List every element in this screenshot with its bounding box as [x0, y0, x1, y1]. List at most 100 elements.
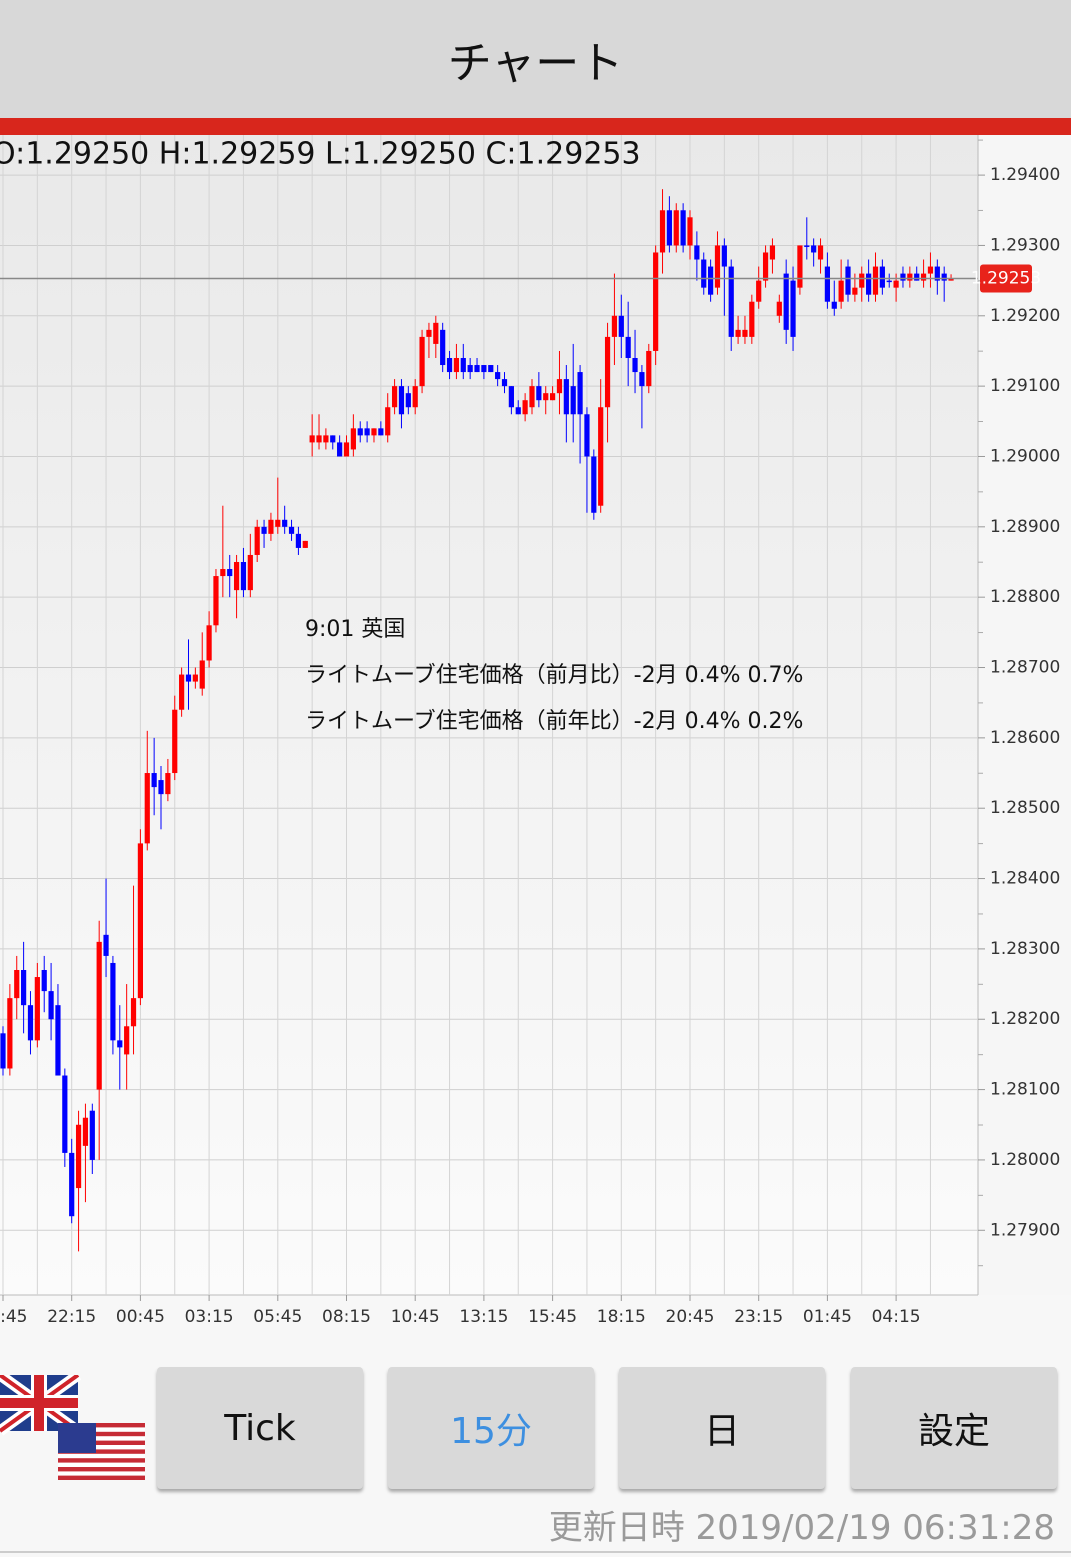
last-price-label: 1.29253: [971, 269, 1041, 289]
chart: 1.29400 1.29300 1.29200 1.29100 1.29000 1.289…: [0, 135, 1071, 1327]
y-tick-label: 1.29000: [990, 446, 1060, 466]
candle-body: [515, 407, 521, 415]
candle-body: [309, 435, 315, 443]
candle-body: [137, 843, 143, 999]
event-annotation: 9:01 英国: [305, 617, 405, 642]
x-tick-label: 22:15: [47, 1307, 96, 1327]
candle-body: [62, 1075, 68, 1153]
candle-body: [172, 709, 178, 774]
candle-body: [151, 773, 157, 788]
candle-body: [920, 273, 927, 281]
y-tick-label: 1.28000: [990, 1150, 1060, 1170]
last-price-box: [980, 264, 1032, 293]
candle-body: [735, 329, 741, 337]
candle-body: [330, 435, 336, 443]
y-tick-label: 1.28900: [990, 517, 1060, 537]
candle-body: [0, 1033, 6, 1069]
candle-body: [611, 315, 618, 337]
y-tick-label: 1.28200: [990, 1009, 1060, 1029]
candle-body: [165, 773, 171, 795]
x-tick-label: 10:45: [391, 1307, 440, 1327]
candle-body: [385, 407, 391, 436]
candle-body: [769, 245, 776, 260]
candle-body: [762, 252, 769, 281]
tick-button[interactable]: Tick: [157, 1367, 363, 1489]
candle-body: [776, 301, 782, 316]
settings-button[interactable]: 設定: [851, 1367, 1057, 1489]
us-flag: [58, 1423, 145, 1480]
currency-flags: [0, 1375, 145, 1480]
event-annotation: ライトムーブ住宅価格（前年比）-2月 0.4% 0.2%: [305, 709, 803, 734]
app-title: チャート: [0, 0, 1071, 118]
candle-body: [316, 435, 322, 443]
candle-body: [55, 1005, 61, 1076]
candle-body: [907, 273, 913, 281]
y-tick-label: 1.28500: [990, 798, 1060, 818]
candle-body: [639, 372, 645, 387]
candle-body: [591, 456, 597, 513]
candle-body: [240, 561, 247, 591]
candle-body: [185, 674, 192, 682]
candle-body: [680, 210, 686, 246]
candle-body: [179, 674, 185, 710]
candle-body: [749, 301, 755, 337]
candle-body: [708, 266, 714, 295]
y-tick-label: 1.28600: [990, 728, 1060, 748]
candle-body: [27, 1005, 34, 1041]
candle-body: [831, 301, 837, 309]
candle-body: [7, 998, 13, 1069]
candle-body: [625, 336, 631, 358]
candle-body: [797, 245, 803, 288]
accent-bar: [0, 118, 1071, 135]
candle-body: [391, 386, 398, 408]
candle-body: [927, 266, 934, 274]
candle-body: [21, 970, 27, 1006]
event-annotation: ライトムーブ住宅価格（前月比）-2月 0.4% 0.7%: [305, 663, 803, 688]
candle-body: [343, 442, 350, 457]
candle-body: [632, 357, 638, 373]
candle-body: [694, 245, 700, 260]
x-tick-label: 04:15: [872, 1307, 921, 1327]
candle-body: [824, 266, 830, 302]
candle-body: [69, 1152, 75, 1217]
candle-body: [34, 977, 40, 1041]
x-tick-label: 18:15: [597, 1307, 646, 1327]
candle-body: [653, 252, 659, 351]
candle-body: [82, 1117, 89, 1146]
candle-body: [859, 273, 865, 288]
candle-body: [618, 315, 624, 337]
price-axis-area: [978, 135, 1071, 1295]
candle-body: [900, 273, 906, 281]
candle-body: [522, 400, 528, 415]
candle-body: [914, 273, 920, 281]
candle-body: [295, 533, 302, 548]
x-tick-label: 23:15: [734, 1307, 783, 1327]
candle-body: [501, 379, 508, 387]
candle-body: [659, 210, 666, 253]
candle-body: [790, 280, 796, 337]
candle-body: [192, 674, 198, 682]
divider: [0, 1551, 1071, 1553]
candle-body: [474, 365, 480, 373]
candle-body: [460, 357, 466, 373]
daily-button[interactable]: 日: [619, 1367, 825, 1489]
candle-body: [556, 379, 563, 394]
candle-body: [89, 1110, 95, 1160]
candle-body: [282, 519, 288, 527]
candle-body: [728, 266, 734, 337]
uk-flag: [0, 1375, 82, 1436]
candle-body: [357, 428, 363, 436]
candle-body: [323, 435, 329, 443]
x-tick-label: 20:45: [666, 1307, 715, 1327]
candle-body: [14, 970, 20, 999]
candle-body: [604, 336, 611, 408]
candle-body: [378, 428, 384, 436]
15min-button[interactable]: 15分: [388, 1367, 594, 1489]
axes: 1.29400 1.29300 1.29200 1.29100 1.29000 1.289…: [0, 139, 1060, 1327]
candle-body: [811, 245, 817, 253]
candle-body: [529, 386, 535, 408]
x-tick-label: 13:15: [459, 1307, 508, 1327]
candle-body: [563, 379, 569, 415]
candle-body: [646, 350, 652, 387]
